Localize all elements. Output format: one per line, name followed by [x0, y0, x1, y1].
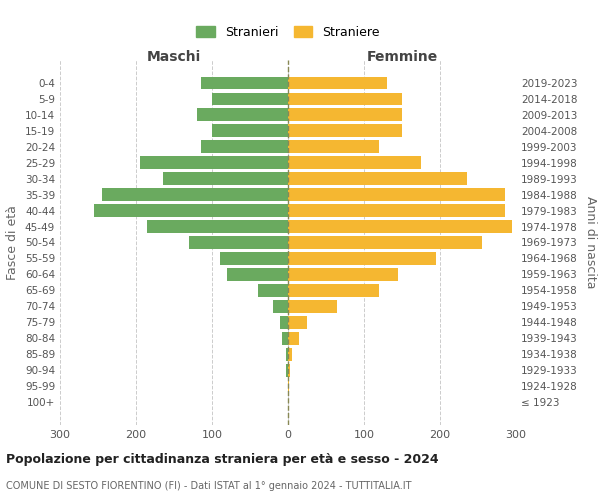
Bar [148, 220, 288, 233]
Y-axis label: Fasce di età: Fasce di età [7, 205, 19, 280]
Bar [288, 236, 482, 249]
Bar [288, 156, 421, 169]
Bar [163, 172, 288, 185]
Text: COMUNE DI SESTO FIORENTINO (FI) - Dati ISTAT al 1° gennaio 2024 - TUTTITALIA.IT: COMUNE DI SESTO FIORENTINO (FI) - Dati I… [6, 481, 412, 491]
Bar [286, 348, 288, 360]
Bar [288, 108, 402, 122]
Bar [227, 268, 288, 281]
Bar [288, 204, 505, 217]
Bar [288, 300, 337, 312]
Bar [288, 76, 387, 90]
Bar [197, 108, 288, 122]
Bar [212, 92, 288, 106]
Bar [288, 252, 436, 265]
Bar [288, 332, 299, 344]
Bar [220, 252, 288, 265]
Bar [282, 332, 288, 344]
Bar [273, 300, 288, 312]
Bar [288, 124, 402, 137]
Bar [288, 140, 379, 153]
Bar [286, 364, 288, 376]
Bar [288, 348, 292, 360]
Bar [280, 316, 288, 328]
Bar [140, 156, 288, 169]
Bar [212, 124, 288, 137]
Bar [288, 364, 290, 376]
Bar [288, 220, 512, 233]
Bar [94, 204, 288, 217]
Bar [102, 188, 288, 201]
Bar [288, 172, 467, 185]
Bar [189, 236, 288, 249]
Bar [200, 76, 288, 90]
Bar [288, 316, 307, 328]
Y-axis label: Anni di nascita: Anni di nascita [584, 196, 597, 289]
Bar [200, 140, 288, 153]
Legend: Stranieri, Straniere: Stranieri, Straniere [196, 26, 380, 39]
Bar [288, 284, 379, 296]
Bar [288, 268, 398, 281]
Text: Femmine: Femmine [367, 50, 437, 64]
Bar [257, 284, 288, 296]
Bar [288, 188, 505, 201]
Bar [288, 380, 289, 392]
Text: Popolazione per cittadinanza straniera per età e sesso - 2024: Popolazione per cittadinanza straniera p… [6, 452, 439, 466]
Text: Maschi: Maschi [147, 50, 201, 64]
Bar [288, 92, 402, 106]
